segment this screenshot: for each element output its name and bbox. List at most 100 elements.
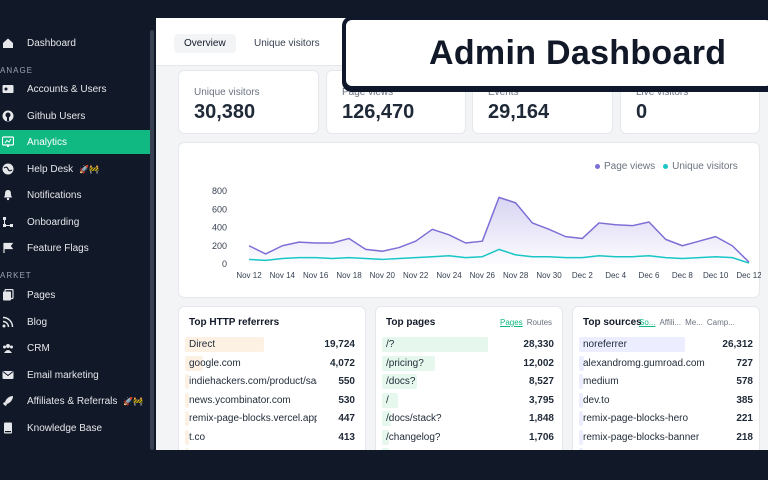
row-value: 447 [338, 413, 355, 424]
table-row[interactable]: /docs? 8,527 [382, 374, 558, 389]
x-tick-label: Dec 4 [605, 271, 626, 280]
page-views-area [249, 197, 749, 264]
table-row[interactable]: medium 578 [579, 374, 755, 389]
row-label: news.ycombinator.com [189, 394, 291, 406]
table-row[interactable]: news.ycombinator.com 530 [185, 392, 361, 408]
id-card-icon [2, 83, 14, 95]
row-label: medium [583, 376, 619, 387]
github-icon [2, 110, 14, 122]
tab-affiliates[interactable]: Affili... [659, 318, 682, 327]
sidebar-item-label: Notifications [27, 189, 82, 201]
row-label: / [386, 394, 389, 406]
table-row[interactable]: Direct 19,724 [185, 337, 361, 352]
tab-overview[interactable]: Overview [174, 34, 236, 53]
y-tick-label: 800 [212, 186, 227, 196]
stat-value: 126,470 [342, 101, 415, 123]
sidebar-item-dashboard[interactable]: Dashboard [0, 31, 150, 55]
sidebar-item-label: CRM [27, 342, 50, 354]
stat-value: 30,380 [194, 101, 256, 123]
sidebar-item-affiliates[interactable]: Affiliates & Referrals 🚀🚧 [0, 389, 150, 413]
tab-campaigns[interactable]: Camp... [706, 318, 735, 327]
x-tick-label: Dec 8 [672, 271, 693, 280]
wip-badge: 🚀🚧 [123, 396, 144, 406]
top-sources-tabs: So... Affili... Me... Camp... [639, 318, 735, 327]
sidebar-item-help-desk[interactable]: Help Desk 🚀🚧 [0, 157, 150, 181]
rocket-icon [2, 395, 14, 407]
table-row[interactable]: remix-page-blocks-banner 218 [579, 429, 755, 445]
table-row[interactable]: /? 28,330 [382, 337, 558, 352]
section-label-manage: ANAGE [0, 66, 34, 75]
tab-routes[interactable]: Routes [526, 318, 553, 327]
stat-card-unique-visitors: Unique visitors 30,380 [178, 70, 319, 134]
sidebar-item-label: Email marketing [27, 369, 99, 381]
row-share-bar [185, 448, 189, 450]
table-row[interactable]: /docs/roadmap?1,545 [382, 448, 558, 450]
page-views-line [248, 196, 750, 263]
row-value: 578 [736, 376, 753, 387]
row-label: noreferrer [583, 339, 627, 350]
row-share-bar [382, 374, 418, 389]
sidebar-item-notifications[interactable]: Notifications [0, 183, 150, 207]
tab-medium[interactable]: Me... [685, 318, 703, 327]
stat-label: Unique visitors [194, 87, 260, 98]
sidebar-item-onboarding[interactable]: Onboarding [0, 210, 150, 234]
table-row[interactable]: /changelog? 1,706 [382, 429, 558, 445]
chart-legend: Page views Unique visitors [595, 161, 738, 172]
table-row[interactable]: dev.to279 [185, 448, 361, 450]
x-tick-label: Nov 22 [403, 271, 429, 280]
sidebar-item-crm[interactable]: CRM [0, 336, 150, 360]
row-value: 218 [736, 431, 753, 443]
sidebar-item-knowledge-base[interactable]: Knowledge Base [0, 416, 150, 440]
sidebar-item-label: Help Desk [27, 163, 74, 175]
row-value: 4,072 [329, 357, 355, 369]
x-tick-label: Dec 2 [572, 271, 593, 280]
legend-dot-unique-visitors [663, 164, 669, 169]
row-share-bar [185, 411, 189, 426]
tab-sources[interactable]: So... [639, 318, 656, 327]
book-icon [2, 422, 14, 434]
unique-visitors-line [248, 248, 750, 264]
table-row[interactable]: dev.to 385 [579, 392, 755, 408]
row-share-bar [382, 448, 390, 450]
table-row[interactable]: /pricing? 12,002 [382, 355, 558, 371]
x-tick-label: Nov 30 [536, 271, 562, 280]
row-share-bar [185, 337, 265, 352]
table-row[interactable]: / 3,795 [382, 392, 558, 408]
tab-unique-visitors[interactable]: Unique visitors [254, 38, 320, 49]
row-share-bar [185, 355, 203, 371]
table-row[interactable]: /docs/stack? 1,848 [382, 411, 558, 426]
table-row[interactable]: t.co 413 [185, 429, 361, 445]
table-row[interactable]: indiehackers.com/product/saa 550 [185, 374, 361, 389]
row-share-bar [579, 355, 585, 371]
title-banner-inner: Admin Dashboard [344, 18, 768, 88]
table-row[interactable]: alexandromg.gumroad.com 727 [579, 355, 755, 371]
row-label: /docs? [386, 376, 416, 387]
sidebar-item-email-marketing[interactable]: Email marketing [0, 363, 150, 387]
table-row[interactable]: remix-page-blocks-hero 221 [579, 411, 755, 426]
x-tick-label: Nov 20 [370, 271, 396, 280]
sidebar-item-analytics[interactable]: Analytics [0, 130, 150, 154]
table-row[interactable]: remix-page-blocks.vercel.app 447 [185, 411, 361, 426]
sidebar-scrollbar[interactable] [150, 30, 154, 450]
globe-icon [2, 163, 14, 175]
tab-pages[interactable]: Pages [500, 318, 523, 327]
sidebar-item-label: Analytics [27, 136, 68, 148]
table-row[interactable]: noreferrer 26,312 [579, 337, 755, 352]
sidebar-item-github-users[interactable]: Github Users [0, 104, 150, 128]
x-tick-label: Nov 14 [270, 271, 296, 280]
sidebar-item-label: Feature Flags [27, 242, 89, 254]
sidebar-item-feature-flags[interactable]: Feature Flags [0, 236, 150, 260]
sidebar-item-pages[interactable]: Pages [0, 283, 150, 307]
table-row[interactable]: google.com 4,072 [185, 355, 361, 371]
x-tick-label: Nov 18 [336, 271, 362, 280]
stat-value: 0 [636, 101, 648, 123]
sidebar-item-blog[interactable]: Blog [0, 310, 150, 334]
y-tick-label: 200 [212, 241, 227, 251]
row-label: /? [386, 339, 395, 350]
x-tick-label: Dec 6 [639, 271, 660, 280]
sidebar-item-label: Knowledge Base [27, 422, 103, 434]
sidebar-item-accounts[interactable]: Accounts & Users [0, 77, 150, 101]
legend-label-unique-visitors: Unique visitors [672, 161, 738, 172]
row-label: google.com [189, 357, 241, 369]
table-row[interactable]: remixblocks196 [579, 448, 755, 450]
